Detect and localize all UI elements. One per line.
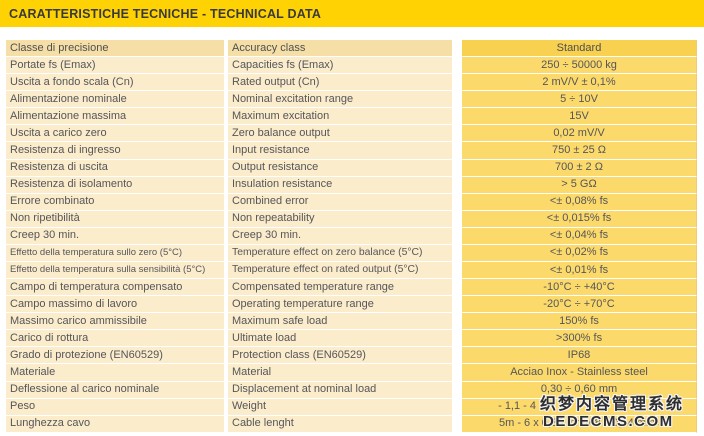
row-label-italian: Peso — [6, 398, 224, 416]
table-row: Uscita a fondo scala (Cn) Rated output (… — [0, 74, 704, 92]
row-label-english: Input resistance — [228, 142, 452, 160]
row-label-english: Zero balance output — [228, 125, 452, 143]
table-row: Deflessione al carico nominale Displacem… — [0, 381, 704, 399]
table-row: Resistenza di isolamento Insulation resi… — [0, 176, 704, 194]
row-label-italian: Deflessione al carico nominale — [6, 381, 224, 399]
row-value: Acciao Inox - Stainless steel — [462, 364, 697, 382]
row-value: 5 ÷ 10V — [462, 91, 697, 109]
row-label-english: Capacities fs (Emax) — [228, 57, 452, 75]
row-label-italian: Campo massimo di lavoro — [6, 296, 224, 314]
row-value: - 1,1 - 4 — [462, 398, 697, 416]
table-row: Alimentazione massima Maximum excitation… — [0, 108, 704, 126]
row-value: 0,30 ÷ 0,60 mm — [462, 381, 697, 399]
row-value: <± 0,015% fs — [462, 210, 697, 228]
row-value: <± 0,01% fs — [462, 262, 697, 280]
row-label-english: Displacement at nominal load — [228, 381, 452, 399]
row-value: 0,02 mV/V — [462, 125, 697, 143]
row-label-italian: Effetto della temperatura sullo zero (5°… — [6, 244, 224, 263]
technical-data-table: Classe di precisione Accuracy class Stan… — [0, 40, 704, 433]
row-label-italian: Resistenza di ingresso — [6, 142, 224, 160]
row-label-italian: Errore combinato — [6, 193, 224, 211]
row-label-english: Nominal excitation range — [228, 91, 452, 109]
table-row: Portate fs (Emax) Capacities fs (Emax) 2… — [0, 57, 704, 75]
table-row: Campo di temperatura compensato Compensa… — [0, 279, 704, 297]
row-label-english: Cable lenght — [228, 415, 452, 433]
row-value: -10°C ÷ +40°C — [462, 279, 697, 297]
table-row: Resistenza di uscita Output resistance 7… — [0, 159, 704, 177]
table-row: Grado di protezione (EN60529) Protection… — [0, 347, 704, 365]
row-label-english: Ultimate load — [228, 330, 452, 348]
page-title: CARATTERISTICHE TECNICHE - TECHNICAL DAT… — [9, 6, 322, 21]
row-label-italian: Campo di temperatura compensato — [6, 279, 224, 297]
table-row: Alimentazione nominale Nominal excitatio… — [0, 91, 704, 109]
row-label-italian: Non ripetibilità — [6, 210, 224, 228]
row-label-italian: Resistenza di isolamento — [6, 176, 224, 194]
row-value: <± 0,08% fs — [462, 193, 697, 211]
row-value: <± 0,02% fs — [462, 244, 697, 263]
table-row: Lunghezza cavo Cable lenght 5m - 6 x 0,3… — [0, 415, 704, 433]
header-accuracy-class-en: Accuracy class — [228, 40, 452, 58]
watermark-chinese-text: 织梦内容管理系统 — [540, 396, 685, 413]
row-label-italian: Uscita a fondo scala (Cn) — [6, 74, 224, 92]
header-accuracy-class-it: Classe di precisione — [6, 40, 224, 58]
table-header-row: Classe di precisione Accuracy class Stan… — [0, 40, 704, 58]
table-row: Creep 30 min. Creep 30 min. <± 0,04% fs — [0, 227, 704, 245]
row-value: 5m - 6 x 0,35 mm 2 / 8 x 0,14 mm 2 — [462, 415, 697, 433]
table-row: Peso Weight - 1,1 - 4 — [0, 398, 704, 416]
row-label-english: Temperature effect on zero balance (5°C) — [228, 244, 452, 263]
row-value: >300% fs — [462, 330, 697, 348]
title-bar: CARATTERISTICHE TECNICHE - TECHNICAL DAT… — [0, 0, 704, 27]
row-label-english: Maximum excitation — [228, 108, 452, 126]
table-row: Errore combinato Combined error <± 0,08%… — [0, 193, 704, 211]
row-value: 2 mV/V ± 0,1% — [462, 74, 697, 92]
table-row: Massimo carico ammissibile Maximum safe … — [0, 313, 704, 331]
row-label-english: Operating temperature range — [228, 296, 452, 314]
row-label-italian: Alimentazione nominale — [6, 91, 224, 109]
row-label-italian: Grado di protezione (EN60529) — [6, 347, 224, 365]
row-label-italian: Creep 30 min. — [6, 227, 224, 245]
row-label-italian: Alimentazione massima — [6, 108, 224, 126]
row-label-italian: Uscita a carico zero — [6, 125, 224, 143]
row-label-english: Non repeatability — [228, 210, 452, 228]
row-value: 150% fs — [462, 313, 697, 331]
table-row: Uscita a carico zero Zero balance output… — [0, 125, 704, 143]
table-row: Carico di rottura Ultimate load >300% fs — [0, 330, 704, 348]
table-row: Materiale Material Acciao Inox - Stainle… — [0, 364, 704, 382]
row-label-italian: Portate fs (Emax) — [6, 57, 224, 75]
row-label-italian: Carico di rottura — [6, 330, 224, 348]
table-row: Campo massimo di lavoro Operating temper… — [0, 296, 704, 314]
row-value: <± 0,04% fs — [462, 227, 697, 245]
row-label-english: Output resistance — [228, 159, 452, 177]
row-value: 700 ± 2 Ω — [462, 159, 697, 177]
row-value: IP68 — [462, 347, 697, 365]
table-rows: Portate fs (Emax) Capacities fs (Emax) 2… — [0, 57, 704, 433]
row-label-english: Combined error — [228, 193, 452, 211]
table-row: Effetto della temperatura sullo zero (5°… — [0, 244, 704, 263]
row-label-english: Compensated temperature range — [228, 279, 452, 297]
row-value: > 5 GΩ — [462, 176, 697, 194]
row-label-english: Material — [228, 364, 452, 382]
row-value: 250 ÷ 50000 kg — [462, 57, 697, 75]
row-label-english: Creep 30 min. — [228, 227, 452, 245]
table-row: Non ripetibilità Non repeatability <± 0,… — [0, 210, 704, 228]
watermark-dedecms-text: DEDECMS.COM — [543, 413, 674, 430]
row-label-english: Protection class (EN60529) — [228, 347, 452, 365]
row-label-english: Weight — [228, 398, 452, 416]
table-row: Resistenza di ingresso Input resistance … — [0, 142, 704, 160]
row-label-italian: Massimo carico ammissibile — [6, 313, 224, 331]
row-value: -20°C ÷ +70°C — [462, 296, 697, 314]
row-value: 15V — [462, 108, 697, 126]
row-label-italian: Resistenza di uscita — [6, 159, 224, 177]
row-label-english: Maximum safe load — [228, 313, 452, 331]
row-label-italian: Materiale — [6, 364, 224, 382]
row-label-italian: Effetto della temperatura sulla sensibil… — [6, 262, 224, 280]
row-label-italian: Lunghezza cavo — [6, 415, 224, 433]
row-label-english: Temperature effect on rated output (5°C) — [228, 262, 452, 280]
header-standard: Standard — [462, 40, 697, 58]
table-row: Effetto della temperatura sulla sensibil… — [0, 262, 704, 280]
row-label-english: Rated output (Cn) — [228, 74, 452, 92]
row-label-english: Insulation resistance — [228, 176, 452, 194]
row-value: 750 ± 25 Ω — [462, 142, 697, 160]
